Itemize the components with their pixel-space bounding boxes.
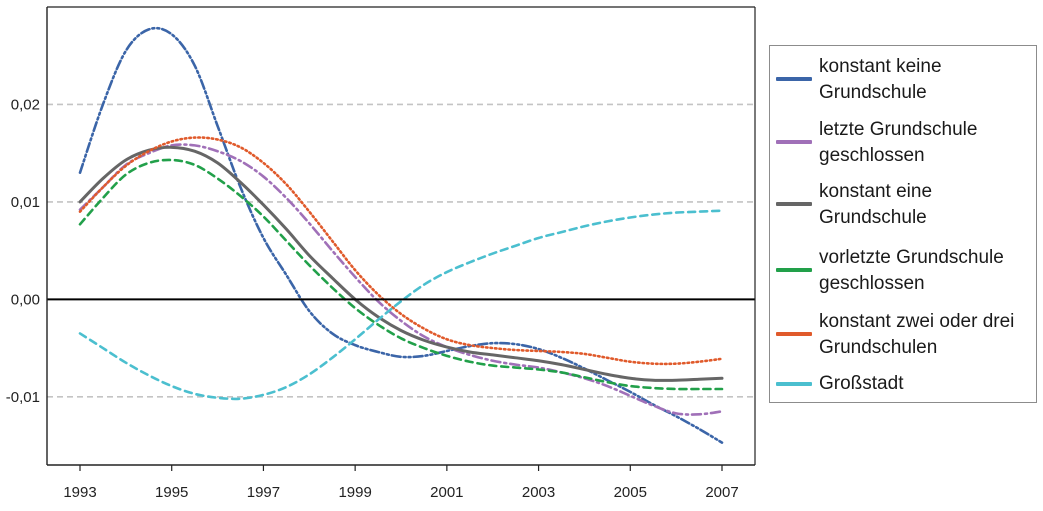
series-line-2 [78, 143, 724, 416]
x-tick-label: 1999 [338, 484, 371, 501]
x-tick-label: 1997 [247, 484, 280, 501]
y-tick-label: 0,00 [11, 291, 40, 308]
legend-swatch [776, 140, 812, 144]
axes [46, 6, 756, 471]
legend-label: konstant zwei oder drei Grundschulen [819, 311, 1015, 358]
legend-swatch [776, 382, 812, 386]
series-line-6 [78, 209, 724, 401]
x-tick-label: 1995 [155, 484, 188, 501]
x-tick-label: 1993 [63, 484, 96, 501]
x-tick-label: 2007 [705, 484, 738, 501]
series-line-3 [78, 145, 724, 382]
x-tick-label: 2001 [430, 484, 463, 501]
series-line-4 [78, 158, 724, 391]
legend-swatch [776, 268, 812, 272]
series-lines [78, 26, 724, 444]
legend-swatch [776, 77, 812, 81]
legend-label: letzte Grundschule geschlossen [819, 119, 978, 166]
x-tick-label: 2005 [614, 484, 647, 501]
legend: konstant keine Grundschule letzte Grundsc… [769, 45, 1037, 403]
legend-label: konstant eine Grundschule [819, 181, 933, 228]
legend-label: Großstadt [819, 373, 904, 394]
y-tick-label: 0,02 [11, 96, 40, 113]
legend-label: konstant keine Grundschule [819, 56, 942, 103]
legend-swatch [776, 202, 812, 206]
series-line-1 [78, 26, 724, 444]
legend-swatch [776, 332, 812, 336]
legend-label: vorletzte Grundschule geschlossen [819, 247, 1004, 294]
series-line-5 [78, 136, 724, 366]
tick-labels: -0,01 0,00 0,01 0,02 1993 1995 1997 1999 2001 200… [6, 96, 739, 501]
y-tick-label: -0,01 [6, 389, 40, 406]
y-tick-label: 0,01 [11, 194, 40, 211]
x-tick-label: 2003 [522, 484, 555, 501]
